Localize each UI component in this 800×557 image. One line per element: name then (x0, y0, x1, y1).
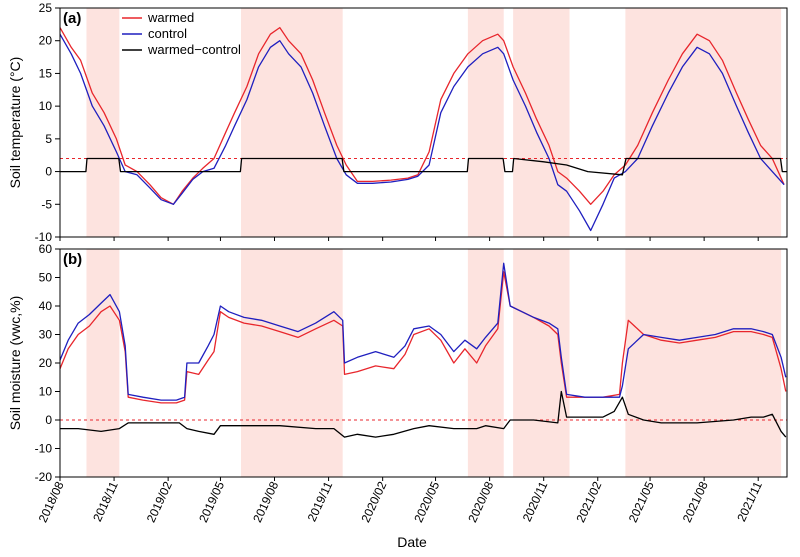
x-tick-label: 2020/02 (358, 479, 389, 525)
y-tick-label: -20 (35, 470, 53, 484)
x-tick-label: 2021/05 (626, 479, 657, 525)
panel-a-temperature: -10 -5 0 5 10 15 20 25 (a) Soil temperature (°C) (7, 1, 788, 244)
y-tick-label: 0 (45, 413, 52, 427)
y-tick-label: 40 (39, 299, 53, 313)
y-tick-label: 30 (39, 328, 53, 342)
shaded-period (513, 8, 570, 237)
y-tick-label: 15 (39, 66, 53, 80)
shaded-period (86, 8, 120, 237)
shaded-period (467, 249, 504, 477)
y-tick-label: 20 (39, 34, 53, 48)
shaded-period (467, 8, 504, 237)
shaded-period (625, 249, 782, 477)
y-tick-label: 60 (39, 242, 53, 256)
series-line-control (60, 33, 785, 232)
series-line-warmed-control (60, 157, 787, 176)
y-tick-label: -5 (41, 197, 52, 211)
shaded-period (513, 249, 570, 477)
series-line-control (60, 262, 787, 401)
y-axis-title: Soil moisture (vwc,%) (7, 296, 23, 431)
y-tick-label: 20 (39, 356, 53, 370)
shaded-period (241, 8, 343, 237)
x-tick-label: 2018/08 (36, 479, 67, 525)
x-tick-label: 2019/11 (305, 479, 336, 524)
legend-label: control (148, 26, 187, 41)
x-tick-label: 2021/11 (734, 479, 765, 524)
x-tick-label: 2020/05 (411, 479, 442, 525)
y-tick-label: -10 (35, 442, 53, 456)
plot-frame (59, 7, 788, 238)
y-tick-label: 0 (45, 165, 52, 179)
x-tick-label: 2019/05 (196, 479, 227, 525)
x-tick-label: 2021/08 (680, 479, 711, 525)
panel-tag: (a) (63, 10, 81, 27)
y-tick-label: 25 (39, 1, 53, 15)
x-tick-label: 2019/02 (144, 479, 175, 525)
series-line-warmed (60, 271, 787, 404)
shaded-period (241, 249, 343, 477)
x-axis: 2018/08 2018/11 2019/02 2019/05 2019/08 2019/… (36, 479, 765, 525)
y-tick-label: 5 (45, 132, 52, 146)
y-tick-label: 10 (39, 99, 53, 113)
y-tick-label: 10 (39, 385, 53, 399)
series-line-warmed-control (60, 390, 787, 438)
x-tick-label: 2020/11 (520, 479, 551, 524)
panel-tag: (b) (63, 251, 82, 268)
x-tick-label: 2021/02 (573, 479, 604, 525)
y-tick-label: -10 (35, 230, 53, 244)
y-axis-title: Soil temperature (°C) (7, 57, 23, 189)
legend-label: warmed (147, 10, 194, 25)
shaded-period (86, 249, 120, 477)
shaded-period (625, 8, 782, 237)
x-tick-label: 2018/11 (90, 479, 121, 524)
x-tick-label: 2020/08 (465, 479, 496, 525)
panel-b-moisture: -20 -10 0 10 20 30 40 50 60 (b) Soil moisture (vwc… (7, 242, 788, 484)
y-tick-label: 50 (39, 271, 53, 285)
x-tick-label: 2019/08 (250, 479, 281, 525)
x-axis-title: Date (397, 534, 427, 550)
legend-label: warmed−control (147, 42, 241, 57)
